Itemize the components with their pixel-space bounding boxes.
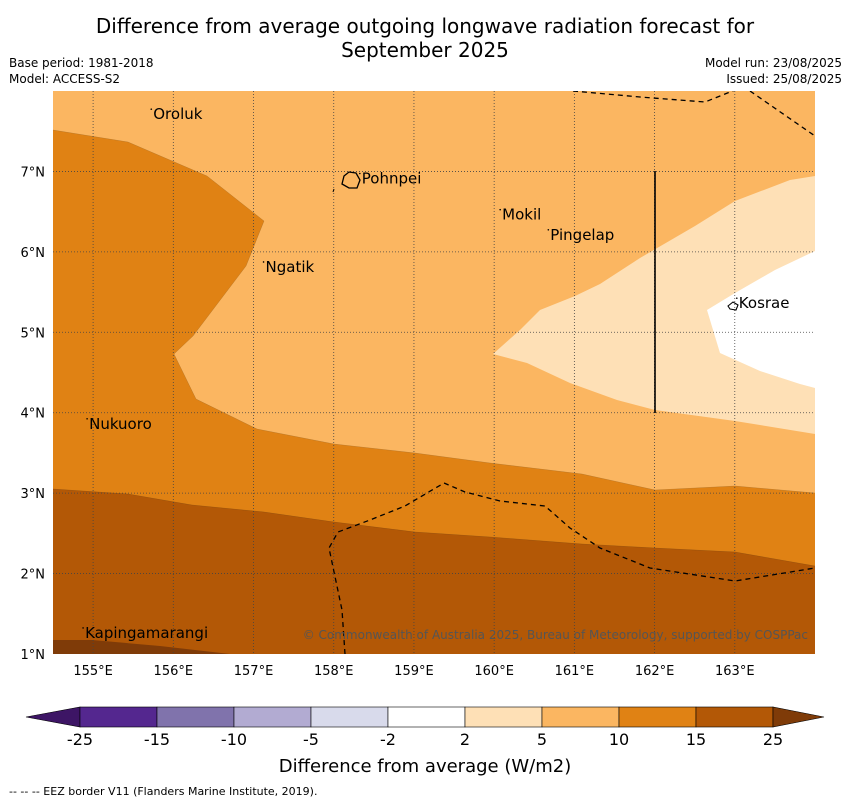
place-label-ngatik: Ngatik xyxy=(266,258,315,276)
lat-tick-label: 6°N xyxy=(21,246,46,261)
base-period: Base period: 1981-2018 xyxy=(9,56,154,70)
colorbar-tick: 10 xyxy=(609,730,629,749)
colorbar-swatch xyxy=(79,706,158,728)
place-marker xyxy=(736,297,738,299)
place-label-kapingamarangi: Kapingamarangi xyxy=(85,624,208,642)
contour-band-extreme xyxy=(53,640,230,654)
colorbar-tick: -10 xyxy=(221,730,247,749)
lat-tick-label: 4°N xyxy=(21,407,46,422)
colorbar-label: Difference from average (W/m2) xyxy=(279,756,571,777)
place-label-mokil: Mokil xyxy=(502,206,541,224)
model-run: Model run: 23/08/2025 xyxy=(704,56,842,70)
colorbar-swatch xyxy=(156,706,235,728)
place-marker xyxy=(499,208,501,211)
colorbar-tick: 5 xyxy=(537,730,547,749)
place-labels: Oroluk Pohnpei Mokil Pingelap Ngatik Kosrae Nu… xyxy=(82,105,789,642)
lon-tick-label: 160°E xyxy=(474,664,514,679)
colorbar-tick: 15 xyxy=(686,730,706,749)
lat-tick-label: 7°N xyxy=(21,165,46,180)
colorbar-tick-labels: -25 -15 -10 -5 -2 2 5 10 15 25 xyxy=(67,730,783,749)
eez-footnote: -- -- -- EEZ border V11 (Flanders Marine… xyxy=(9,785,318,798)
lon-tick-label: 157°E xyxy=(234,664,274,679)
title-line-1: Difference from average outgoing longwav… xyxy=(95,14,755,38)
map-title: Difference from average outgoing longwav… xyxy=(0,14,850,62)
lon-tick-label: 159°E xyxy=(394,664,434,679)
colorbar-swatch xyxy=(695,706,774,728)
meta-right: Model run: 23/08/2025 Issued: 25/08/2025 xyxy=(705,55,842,87)
map-canvas: Oroluk Pohnpei Mokil Pingelap Ngatik Kosrae Nu… xyxy=(21,91,815,679)
place-label-pohnpei: Pohnpei xyxy=(362,169,422,187)
eez-border-north xyxy=(572,91,815,137)
colorbar-tick: -5 xyxy=(303,730,319,749)
title-line-2: September 2025 xyxy=(341,38,509,62)
lon-tick-label: 161°E xyxy=(555,664,595,679)
lon-tick-label: 156°E xyxy=(154,664,194,679)
colorbar-swatch xyxy=(310,706,389,728)
meta-left: Base period: 1981-2018 Model: ACCESS-S2 xyxy=(9,55,154,87)
lon-tick-label: 162°E xyxy=(635,664,675,679)
colorbar-swatch xyxy=(387,706,466,728)
colorbar: -25 -15 -10 -5 -2 2 5 10 15 25 Difference from av… xyxy=(25,706,825,777)
lat-tick-label: 3°N xyxy=(21,487,46,502)
lon-tick-label: 158°E xyxy=(314,664,354,679)
place-label-oroluk: Oroluk xyxy=(153,105,202,123)
colorbar-extend-max xyxy=(772,706,825,728)
colorbar-tick: -25 xyxy=(67,730,93,749)
colorbar-tick: -15 xyxy=(144,730,170,749)
colorbar-swatch xyxy=(233,706,312,728)
copyright-text: © Commonwealth of Australia 2025, Bureau… xyxy=(303,628,808,642)
contour-fill: Oroluk Pohnpei Mokil Pingelap Ngatik Kosrae Nu… xyxy=(53,91,815,654)
place-marker xyxy=(547,228,550,231)
place-label-nukuoro: Nukuoro xyxy=(89,415,152,433)
place-marker xyxy=(150,108,153,110)
colorbar-tick: 2 xyxy=(460,730,470,749)
colorbar-tick: 25 xyxy=(763,730,783,749)
model-name: Model: ACCESS-S2 xyxy=(9,72,121,86)
lon-tick-label: 163°E xyxy=(715,664,755,679)
pohnpei-islet xyxy=(332,188,335,193)
lat-tick-label: 2°N xyxy=(21,568,46,583)
pohnpei-island xyxy=(341,171,361,189)
place-label-kosrae: Kosrae xyxy=(739,294,790,312)
colorbar-swatch xyxy=(618,706,697,728)
lon-tick-label: 155°E xyxy=(73,664,113,679)
contour-band-25-plus xyxy=(53,489,815,654)
colorbar-swatch xyxy=(464,706,543,728)
issued-date: Issued: 25/08/2025 xyxy=(726,72,842,86)
place-marker xyxy=(359,172,361,175)
place-marker xyxy=(86,418,88,420)
eez-border-south xyxy=(328,482,815,654)
lat-tick-label: 1°N xyxy=(21,648,46,663)
kosrae-island xyxy=(727,301,739,311)
lat-tick-label: 5°N xyxy=(21,326,46,341)
colorbar-swatches xyxy=(25,706,825,728)
colorbar-swatch xyxy=(541,706,620,728)
latitude-tick-labels: 7°N 6°N 5°N 4°N 3°N 2°N 1°N xyxy=(21,165,46,663)
contour-band-5-10 xyxy=(493,176,815,434)
place-label-pingelap: Pingelap xyxy=(550,226,614,244)
longitude-tick-labels: 155°E 156°E 157°E 158°E 159°E 160°E 161°E 162°E… xyxy=(73,664,754,679)
place-marker xyxy=(82,627,84,629)
contour-band-2-5 xyxy=(707,251,815,388)
colorbar-extend-min xyxy=(25,706,81,728)
colorbar-tick: -2 xyxy=(380,730,396,749)
place-marker xyxy=(262,261,265,263)
